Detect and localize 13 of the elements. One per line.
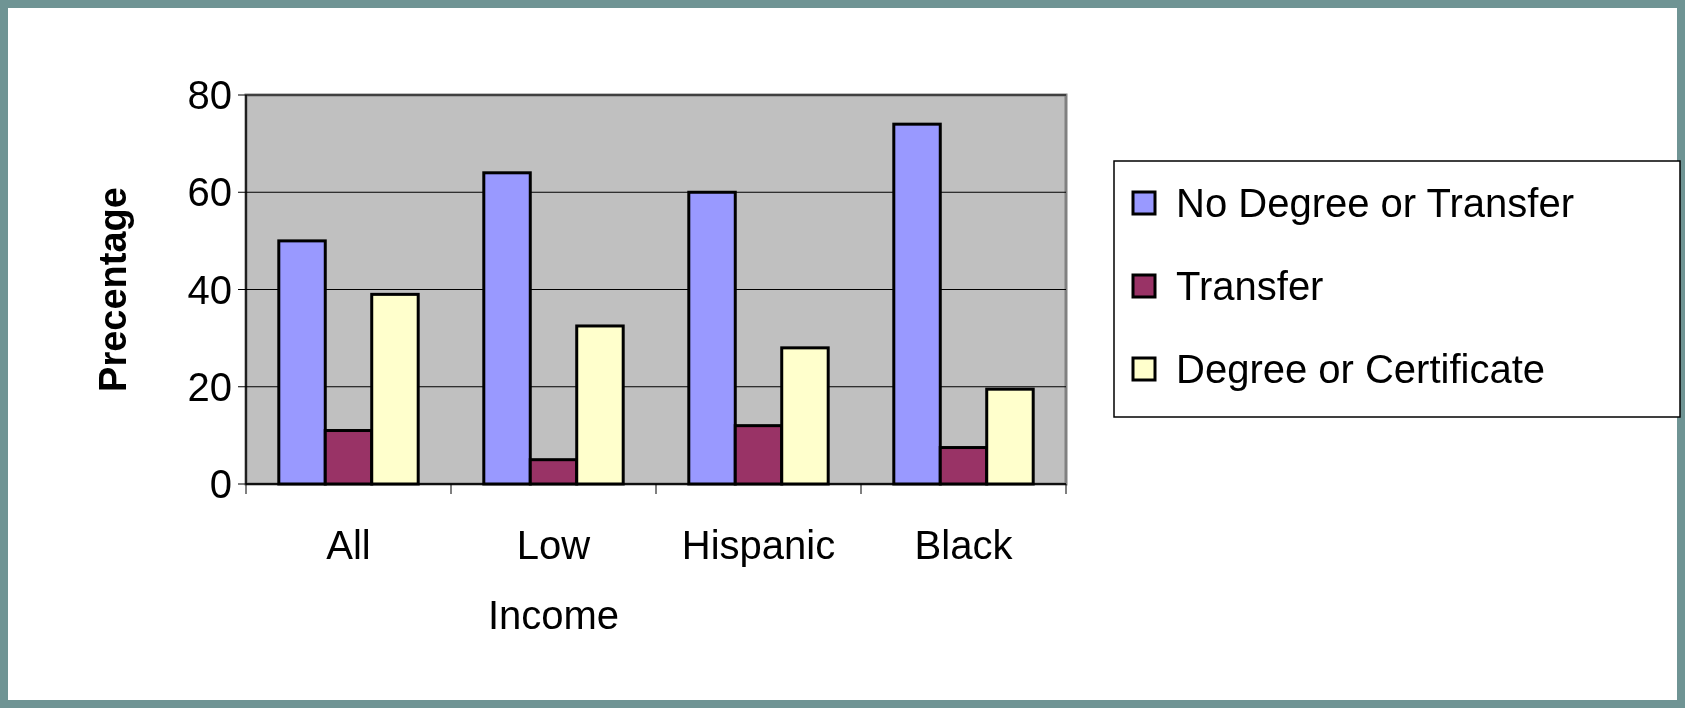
- legend-label: Transfer: [1176, 264, 1324, 308]
- legend-label: No Degree or Transfer: [1176, 181, 1574, 225]
- y-tick-label: 80: [187, 73, 232, 117]
- x-tick-label: Hispanic: [681, 523, 836, 567]
- x-tick-label: All: [326, 523, 371, 567]
- y-tick-label: 40: [187, 267, 232, 312]
- y-axis-title: Precentage: [92, 187, 134, 392]
- y-tick-label: 60: [187, 170, 232, 215]
- y-tick-label: 0: [209, 462, 232, 506]
- x-tick-label: Low Income: [487, 523, 620, 637]
- legend-label: Degree or Certificate: [1176, 347, 1546, 391]
- x-tick-label: Black: [914, 523, 1014, 567]
- y-tick-label: 20: [187, 364, 232, 409]
